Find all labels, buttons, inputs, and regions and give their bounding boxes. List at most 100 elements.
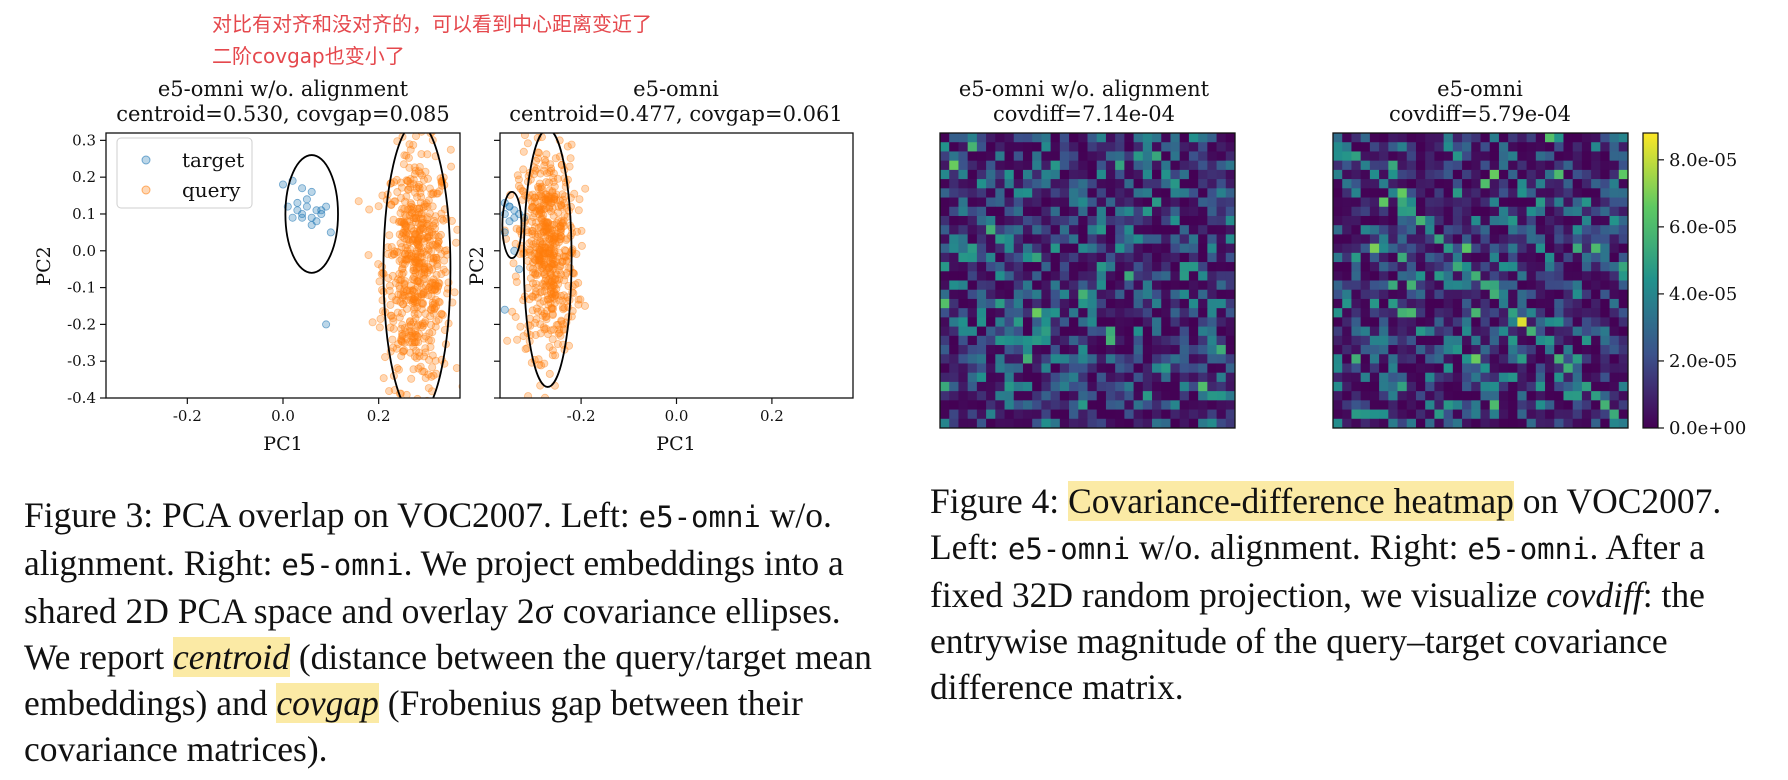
query-point <box>429 371 438 380</box>
heatmap-cell <box>1179 308 1190 318</box>
heatmap-cell <box>1526 418 1537 429</box>
heatmap-cell <box>1225 179 1236 189</box>
heatmap-cell <box>1434 169 1445 180</box>
heatmap-cell <box>1480 400 1491 410</box>
query-point <box>516 225 525 234</box>
heatmap-cell <box>1609 160 1620 171</box>
heatmap-cell <box>1406 225 1417 235</box>
heatmap-cell <box>1434 197 1445 208</box>
heatmap-cell <box>1563 363 1574 374</box>
heatmap-cell <box>958 151 969 162</box>
heatmap-cell <box>1351 400 1362 410</box>
query-point <box>410 266 419 275</box>
heatmap-cell <box>976 326 987 337</box>
query-point <box>393 364 402 373</box>
query-point <box>513 171 522 180</box>
query-point <box>396 178 405 187</box>
query-point <box>555 248 564 257</box>
heatmap-cell <box>1133 289 1144 300</box>
heatmap-cell <box>1013 262 1024 272</box>
query-point <box>407 200 416 209</box>
heatmap-cell <box>1351 289 1362 300</box>
heatmap-cell <box>1369 169 1380 180</box>
heatmap-cell <box>1152 298 1162 309</box>
heatmap-cell <box>1032 335 1042 346</box>
heatmap-cell <box>1563 206 1574 217</box>
heatmap-cell <box>1351 262 1362 272</box>
pca-left-ticks: -0.2 0.0 0.20.30.20.10.0-0.1-0.2-0.3-0.4 <box>67 131 391 425</box>
heatmap-cell <box>1004 197 1015 208</box>
query-point <box>550 247 559 256</box>
query-point <box>542 226 551 235</box>
heatmap-cell <box>1406 142 1417 152</box>
heatmap-cell <box>1498 206 1509 217</box>
heatmap-cell <box>1041 363 1052 374</box>
heatmap-cell <box>1351 151 1362 162</box>
caption3-highlight-centroid: centroid <box>172 637 290 677</box>
heatmap-cell <box>1563 298 1574 309</box>
heatmap-cell <box>1004 234 1015 245</box>
heatmap-cell <box>1342 271 1352 281</box>
heatmap-cell <box>1572 280 1583 291</box>
query-point <box>402 192 411 201</box>
query-point <box>548 262 557 271</box>
heatmap-cell <box>995 188 1005 198</box>
heatmap-cell <box>1425 188 1435 198</box>
heatmap-cell <box>940 326 950 337</box>
heatmap-cell <box>1406 169 1417 180</box>
heatmap-cell <box>1591 234 1601 245</box>
heatmap-cell <box>1535 298 1546 309</box>
heatmap-cell <box>1105 142 1116 152</box>
query-point <box>411 249 420 258</box>
query-point <box>431 278 440 287</box>
heatmap-cell <box>1142 271 1153 281</box>
query-point <box>396 193 405 202</box>
heatmap-cell <box>1105 215 1116 226</box>
query-point <box>402 304 411 313</box>
heatmap-cell <box>1105 354 1116 364</box>
heatmap-cell <box>1198 262 1208 272</box>
query-point <box>513 335 522 344</box>
heatmap-cell <box>1333 142 1343 152</box>
heatmap-cell <box>1342 234 1352 245</box>
heatmap-cell <box>1517 234 1527 245</box>
heatmap-cell <box>1554 151 1564 162</box>
query-point <box>561 271 570 280</box>
heatmap-cell <box>986 298 996 309</box>
query-point <box>559 320 568 329</box>
heatmap-cell <box>1032 197 1042 208</box>
heatmap-cell <box>1087 169 1098 180</box>
heatmap-cell <box>1115 252 1125 263</box>
query-point <box>548 283 557 292</box>
target-point <box>293 198 302 207</box>
query-point <box>419 290 428 299</box>
heatmap-cell <box>1124 197 1134 208</box>
query-point <box>535 251 544 260</box>
heatmap-cell <box>1618 280 1629 291</box>
query-point <box>562 256 571 265</box>
heatmap-cell <box>1351 326 1362 337</box>
query-point <box>554 202 563 211</box>
heatmap-cell <box>1004 345 1015 355</box>
heatmap-cell <box>1216 326 1227 337</box>
heatmap-cell <box>1142 363 1153 374</box>
heatmap-cell <box>1526 234 1537 245</box>
heatmap-cell <box>1351 271 1362 281</box>
heatmap-cell <box>1609 169 1620 180</box>
query-point <box>528 217 537 226</box>
heatmap-cell <box>1591 335 1601 346</box>
y-tick-label: 0.1 <box>72 205 96 223</box>
heatmap-cell <box>1462 345 1472 355</box>
heatmap-cell <box>1618 391 1629 401</box>
heatmap-cell <box>1179 372 1190 383</box>
query-point <box>532 206 541 215</box>
heatmap-cell <box>1406 308 1417 318</box>
heatmap-cell <box>1161 197 1171 208</box>
heatmap-cell <box>1452 169 1463 180</box>
heatmap-cell <box>1360 317 1371 327</box>
heatmap-cell <box>1443 225 1454 235</box>
query-point <box>533 154 542 163</box>
heatmap-cell <box>1225 225 1236 235</box>
query-point <box>409 203 418 212</box>
caption4-text-5: : the entrywise magnitude of the query–t… <box>930 575 1705 707</box>
